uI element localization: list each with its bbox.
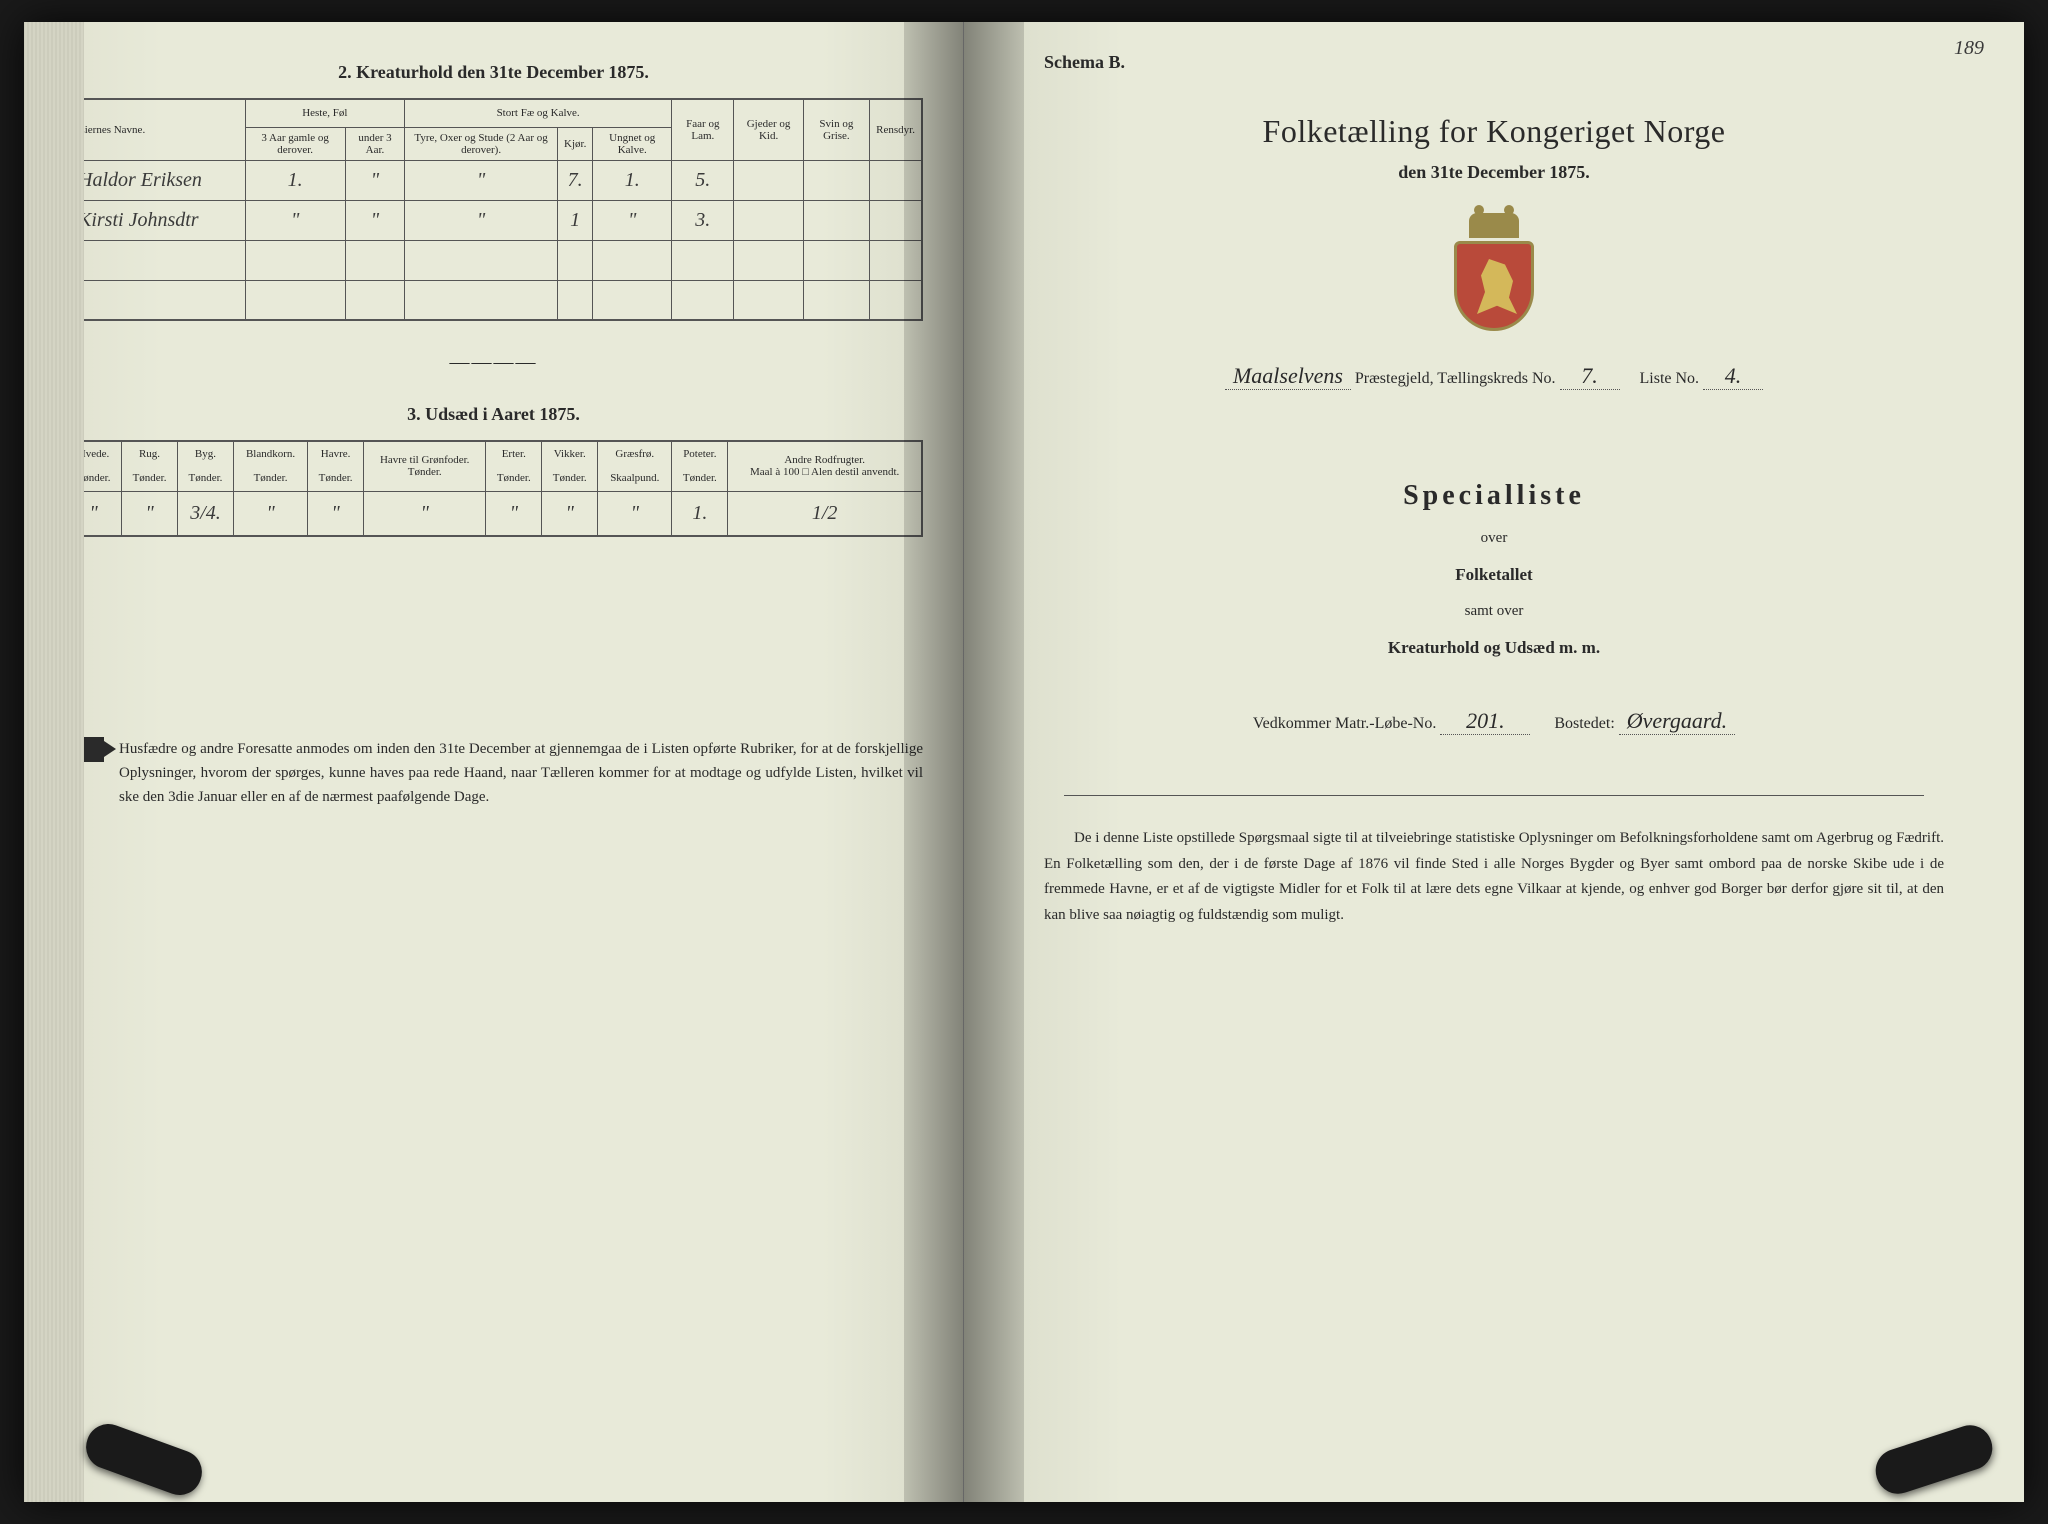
specialliste-heading: Specialliste: [1004, 480, 1984, 512]
col-reindeer: Rensdyr.: [870, 99, 922, 160]
data-cell: ": [486, 491, 542, 536]
divider: ————: [64, 351, 923, 374]
shield-icon: [1454, 241, 1534, 331]
data-cell: ": [405, 200, 558, 240]
folketallet-label: Folketallet: [1004, 565, 1984, 585]
page-edges: [24, 22, 84, 1502]
data-cell: 1.: [245, 160, 345, 200]
data-cell: ": [345, 200, 404, 240]
data-cell: [870, 200, 922, 240]
col-vetches: Vikker.Tønder.: [542, 441, 598, 491]
data-cell: ": [593, 200, 672, 240]
divider: [1064, 795, 1924, 796]
col-horses-2: under 3 Aar.: [345, 127, 404, 160]
col-peas: Erter.Tønder.: [486, 441, 542, 491]
col-potatoes: Poteter.Tønder.: [672, 441, 728, 491]
col-rye: Rug.Tønder.: [122, 441, 178, 491]
owner-cell: Kirsti Johnsdtr: [65, 200, 245, 240]
col-horses: Heste, Føl: [245, 99, 405, 127]
section-3-title: 3. Udsæd i Aaret 1875.: [64, 404, 923, 425]
data-cell: ": [245, 200, 345, 240]
col-oats-fodder: Havre til Grønfoder.Tønder.: [364, 441, 486, 491]
col-grass: Græsfrø.Skaalpund.: [598, 441, 672, 491]
col-owner: Eiernes Navne.: [65, 99, 245, 160]
data-cell: ": [308, 491, 364, 536]
data-cell: ": [345, 160, 404, 200]
samt-over-label: samt over: [1004, 603, 1984, 620]
data-cell: ": [122, 491, 178, 536]
book-spread: 2. Kreaturhold den 31te December 1875. E…: [24, 22, 2024, 1502]
liste-number: 4.: [1703, 363, 1763, 390]
col-sheep: Faar og Lam.: [672, 99, 734, 160]
data-cell: 3.: [672, 200, 734, 240]
data-cell: ": [542, 491, 598, 536]
data-cell: [803, 160, 869, 200]
col-pigs: Svin og Grise.: [803, 99, 869, 160]
right-footer-text: De i denne Liste opstillede Spørgsmaal s…: [1004, 826, 1984, 928]
table-row: Haldor Eriksen 1. " " 7. 1. 5.: [65, 160, 922, 200]
col-other: Andre Rodfrugter.Maal à 100 □ Alen desti…: [728, 441, 922, 491]
data-cell: 1/2: [728, 491, 922, 536]
right-page: 189 Schema B. Folketælling for Kongerige…: [964, 22, 2024, 1502]
col-goats: Gjeder og Kid.: [734, 99, 803, 160]
table-row: [65, 240, 922, 280]
crown-icon: [1469, 213, 1519, 238]
table-row: [65, 280, 922, 320]
parish-line: Maalselvens Præstegjeld, Tællingskreds N…: [1004, 363, 1984, 390]
footer-text: Husfædre og andre Foresatte anmodes om i…: [119, 737, 923, 809]
census-subtitle: den 31te December 1875.: [1004, 162, 1984, 183]
matr-number: 201.: [1440, 708, 1530, 735]
census-title: Folketælling for Kongeriget Norge: [1004, 113, 1984, 150]
col-horses-1: 3 Aar gamle og derover.: [245, 127, 345, 160]
data-cell: 1.: [593, 160, 672, 200]
data-cell: 1.: [672, 491, 728, 536]
col-cattle-1: Tyre, Oxer og Stude (2 Aar og derover).: [405, 127, 558, 160]
table-row: Kirsti Johnsdtr " " " 1 " 3.: [65, 200, 922, 240]
owner-cell: Haldor Eriksen: [65, 160, 245, 200]
data-cell: [870, 160, 922, 200]
data-cell: 3/4.: [178, 491, 234, 536]
matr-label: Vedkommer Matr.-Løbe-No.: [1253, 715, 1437, 732]
data-cell: [803, 200, 869, 240]
coat-of-arms-icon: [1444, 213, 1544, 333]
parish-name: Maalselvens: [1225, 363, 1351, 390]
over-label: over: [1004, 530, 1984, 547]
data-cell: ": [405, 160, 558, 200]
schema-label: Schema B.: [1044, 52, 1984, 73]
footer-note: Husfædre og andre Foresatte anmodes om i…: [64, 737, 923, 809]
data-cell: ": [364, 491, 486, 536]
kreds-number: 7.: [1560, 363, 1620, 390]
liste-label: Liste No.: [1640, 370, 1700, 387]
data-cell: ": [598, 491, 672, 536]
table-row: " " 3/4. " " " " " " 1. 1/2: [65, 491, 922, 536]
col-barley: Byg.Tønder.: [178, 441, 234, 491]
col-oats: Havre.Tønder.: [308, 441, 364, 491]
left-page: 2. Kreaturhold den 31te December 1875. E…: [24, 22, 964, 1502]
data-cell: [734, 160, 803, 200]
matr-line: Vedkommer Matr.-Løbe-No. 201. Bostedet: …: [1004, 708, 1984, 735]
livestock-table: Eiernes Navne. Heste, Føl Stort Fæ og Ka…: [64, 98, 923, 321]
parish-suffix: Præstegjeld, Tællingskreds No.: [1355, 370, 1556, 387]
col-cattle-2: Kjør.: [558, 127, 593, 160]
bostedet-value: Øvergaard.: [1619, 708, 1735, 735]
kreaturhold-label: Kreaturhold og Udsæd m. m.: [1004, 638, 1984, 658]
data-cell: 7.: [558, 160, 593, 200]
lion-icon: [1477, 259, 1517, 314]
bostedet-label: Bostedet:: [1554, 715, 1614, 732]
page-number: 189: [1954, 37, 1984, 60]
data-cell: [734, 200, 803, 240]
col-mixed: Blandkorn.Tønder.: [233, 441, 307, 491]
col-cattle: Stort Fæ og Kalve.: [405, 99, 672, 127]
col-cattle-3: Ungnet og Kalve.: [593, 127, 672, 160]
data-cell: 1: [558, 200, 593, 240]
data-cell: ": [233, 491, 307, 536]
seed-table: Hvede.Tønder. Rug.Tønder. Byg.Tønder. Bl…: [64, 440, 923, 537]
section-2-title: 2. Kreaturhold den 31te December 1875.: [64, 62, 923, 83]
data-cell: 5.: [672, 160, 734, 200]
